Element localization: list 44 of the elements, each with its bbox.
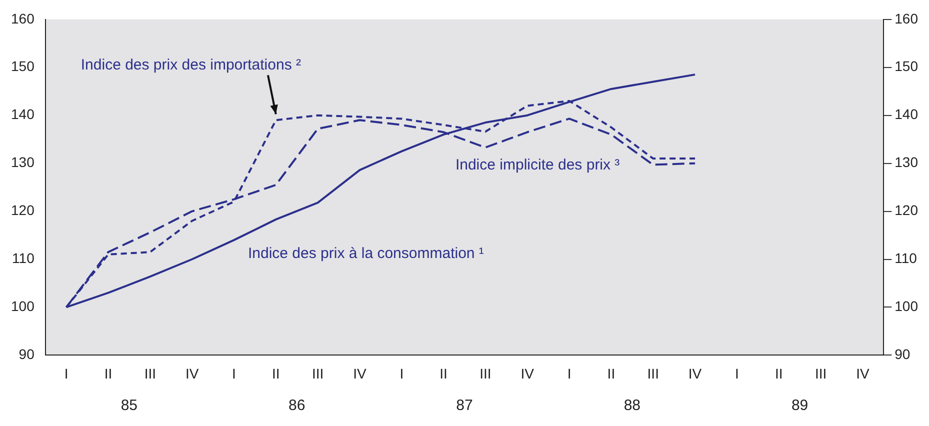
text: 86 — [288, 397, 306, 414]
x-tick-label: I — [64, 365, 68, 382]
y2-tick-label: 130 — [894, 154, 918, 170]
x-tick-label: IV — [856, 365, 870, 382]
x-tick-label: I — [567, 365, 572, 382]
x-tick-label: II — [607, 365, 616, 382]
x-tick-label: I — [400, 365, 404, 382]
text: 88 — [624, 397, 640, 414]
y2-tick-label: 100 — [894, 298, 918, 314]
y-tick-label: 150 — [11, 58, 35, 74]
y-tick-label: 160 — [11, 10, 35, 26]
x-tick-label: III — [814, 365, 827, 382]
x-tick-label: II — [104, 365, 112, 382]
series-label: Indice des prix à la consommation ¹ — [248, 245, 484, 262]
x-tick-label: I — [232, 365, 236, 382]
x-tick-label: III — [144, 365, 156, 382]
x-tick-label: II — [774, 365, 783, 382]
y-tick-label: 110 — [12, 250, 35, 266]
x-tick-label: II — [272, 365, 280, 382]
y2-tick-label: 90 — [894, 346, 910, 362]
y-tick-label: 140 — [11, 106, 35, 122]
y-tick-label: 100 — [11, 298, 35, 314]
y2-tick-label: 150 — [894, 58, 918, 74]
text: 89 — [791, 397, 808, 414]
y2-tick-label: 110 — [894, 250, 918, 266]
text: 85 — [120, 397, 138, 414]
x-tick-label: I — [734, 365, 739, 382]
y-tick-label: 130 — [11, 154, 35, 170]
x-tick-label: III — [312, 365, 324, 382]
x-tick-label: IV — [353, 365, 367, 382]
y2-tick-label: 160 — [894, 10, 918, 26]
x-tick-label: IV — [688, 365, 702, 382]
x-tick-label: IV — [520, 365, 535, 382]
y-tick-label: 120 — [11, 202, 35, 218]
text: 87 — [456, 397, 473, 414]
y2-tick-label: 120 — [894, 202, 918, 218]
text: Indice des prix des importations ² — [80, 56, 301, 74]
x-tick-label: III — [647, 365, 659, 382]
x-tick-label: III — [480, 365, 492, 382]
x-tick-label: II — [440, 365, 448, 382]
y-tick-label: 90 — [18, 346, 35, 362]
series-label: Indice implicite des prix ³ — [455, 156, 620, 174]
y2-tick-label: 140 — [894, 106, 918, 122]
x-tick-label: IV — [185, 365, 200, 382]
